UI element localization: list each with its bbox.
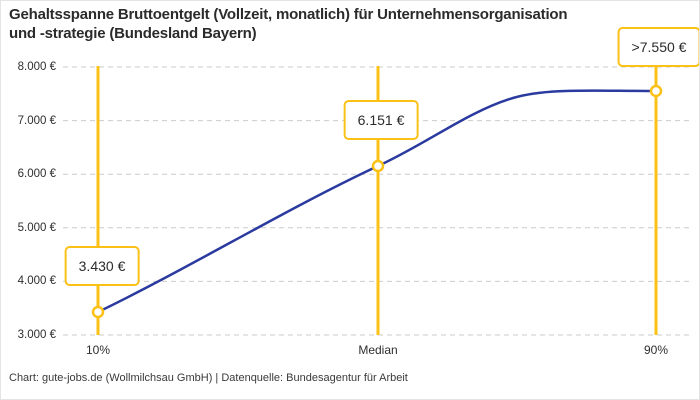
value-label-10th-percentile: 3.430 € [64, 246, 140, 286]
chart-title-line2: und -strategie (Bundesland Bayern) [9, 25, 257, 42]
x-tick-label: 90% [643, 343, 669, 357]
value-label-90th-percentile: >7.550 € [617, 27, 699, 67]
x-tick-label: Median [358, 343, 398, 357]
y-tick-label: 5.000 € [17, 221, 56, 234]
y-tick-label: 8.000 € [17, 61, 56, 73]
y-tick-label: 3.000 € [17, 329, 56, 341]
data-point-marker [371, 159, 385, 173]
y-tick-label: 7.000 € [17, 114, 56, 127]
attribution-text: Chart: gute-jobs.de (Wollmilchsau GmbH) … [9, 372, 408, 384]
y-tick-label: 6.000 € [17, 168, 56, 181]
value-label-median: 6.151 € [343, 100, 419, 140]
salary-curve [96, 89, 658, 314]
data-point-marker [91, 305, 105, 319]
y-tick-label: 4.000 € [17, 275, 56, 288]
chart-title-line1: Gehaltsspanne Bruttoentgelt (Vollzeit, m… [9, 6, 568, 23]
x-tick-label: 10% [85, 343, 111, 357]
chart-title: Gehaltsspanne Bruttoentgelt (Vollzeit, m… [9, 5, 568, 43]
data-point-marker [649, 84, 663, 98]
